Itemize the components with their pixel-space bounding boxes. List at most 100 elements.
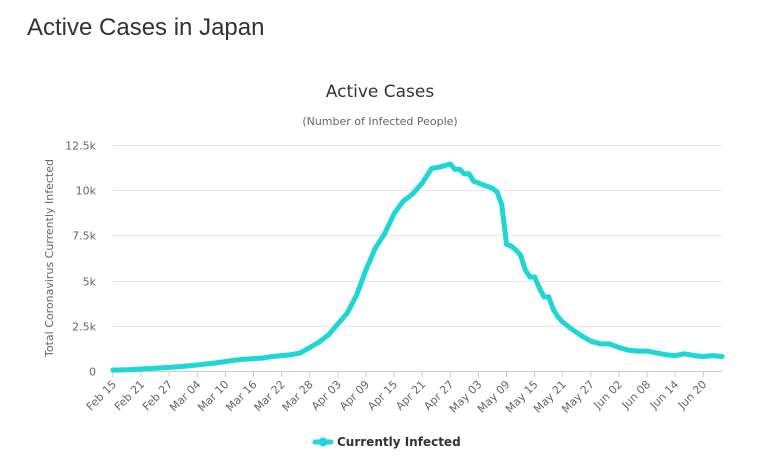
- data-point[interactable]: [232, 357, 238, 363]
- data-point[interactable]: [279, 353, 285, 359]
- data-point[interactable]: [527, 274, 533, 280]
- data-point[interactable]: [222, 359, 228, 365]
- data-point[interactable]: [719, 354, 725, 359]
- data-point[interactable]: [316, 339, 322, 345]
- data-point[interactable]: [466, 171, 472, 177]
- data-point[interactable]: [204, 361, 210, 367]
- data-point[interactable]: [691, 353, 697, 359]
- data-point[interactable]: [119, 367, 125, 373]
- data-point[interactable]: [560, 319, 566, 325]
- data-point[interactable]: [508, 243, 514, 249]
- data-point[interactable]: [148, 366, 153, 371]
- data-point[interactable]: [372, 245, 378, 251]
- y-tick-label: 12.5k: [65, 140, 96, 153]
- legend-label[interactable]: Currently Infected: [337, 435, 461, 449]
- data-point[interactable]: [700, 354, 706, 359]
- page-heading: Active Cases in Japan: [27, 14, 265, 41]
- x-tick-label: Jun 02: [591, 378, 625, 412]
- data-point[interactable]: [682, 351, 687, 357]
- data-point[interactable]: [672, 353, 678, 359]
- data-point[interactable]: [504, 241, 509, 247]
- data-point[interactable]: [213, 360, 219, 366]
- y-axis-ticks: 0 2.5k 5k 7.5k 10k 12.5k: [65, 140, 96, 379]
- data-point[interactable]: [616, 345, 622, 350]
- data-point[interactable]: [644, 348, 650, 354]
- data-point[interactable]: [110, 367, 116, 373]
- gridlines: [113, 145, 722, 372]
- chart-title: Active Cases: [326, 82, 435, 102]
- data-point[interactable]: [550, 307, 556, 312]
- data-point[interactable]: [597, 341, 603, 347]
- data-point[interactable]: [185, 363, 191, 369]
- data-point[interactable]: [480, 182, 486, 188]
- data-point[interactable]: [391, 211, 397, 217]
- data-point[interactable]: [176, 364, 182, 370]
- x-tick-label: Jun 08: [619, 378, 653, 412]
- legend-point-marker: [318, 437, 328, 447]
- data-point[interactable]: [419, 180, 425, 186]
- data-point[interactable]: [536, 285, 542, 291]
- data-point[interactable]: [344, 310, 350, 316]
- y-tick-label: 7.5k: [72, 230, 96, 243]
- data-point[interactable]: [251, 356, 256, 362]
- data-point[interactable]: [166, 364, 172, 370]
- data-point[interactable]: [710, 353, 716, 359]
- x-tick-label: Mar 28: [280, 378, 316, 414]
- data-point[interactable]: [138, 366, 144, 372]
- x-tick-label: Apr 15: [365, 378, 400, 413]
- data-point[interactable]: [447, 161, 453, 167]
- y-tick-label: 10k: [76, 185, 97, 198]
- data-point[interactable]: [452, 166, 458, 172]
- data-point[interactable]: [546, 294, 552, 300]
- data-point[interactable]: [269, 354, 275, 359]
- series-line-currently-infected[interactable]: [110, 161, 725, 373]
- x-tick-label: Apr 21: [393, 378, 428, 413]
- data-point[interactable]: [490, 185, 495, 191]
- data-point[interactable]: [522, 267, 528, 273]
- data-point[interactable]: [513, 247, 519, 253]
- data-point[interactable]: [157, 365, 163, 371]
- data-point[interactable]: [307, 345, 313, 350]
- data-point[interactable]: [625, 347, 631, 353]
- data-point[interactable]: [518, 252, 524, 258]
- data-point[interactable]: [288, 352, 294, 358]
- data-point[interactable]: [532, 274, 538, 280]
- data-point[interactable]: [297, 350, 303, 356]
- legend[interactable]: Currently Infected: [312, 435, 461, 449]
- y-tick-label: 0: [89, 366, 96, 379]
- data-point[interactable]: [541, 294, 547, 300]
- data-point[interactable]: [457, 166, 463, 172]
- x-tick-label: Apr 03: [309, 378, 344, 413]
- data-point[interactable]: [485, 184, 491, 190]
- data-point[interactable]: [438, 164, 444, 170]
- data-point[interactable]: [260, 355, 266, 361]
- data-point[interactable]: [663, 352, 669, 358]
- data-point[interactable]: [382, 231, 388, 237]
- data-point[interactable]: [588, 338, 594, 344]
- data-point[interactable]: [241, 356, 247, 362]
- data-point[interactable]: [400, 198, 406, 204]
- x-tick-label: Feb 15: [84, 378, 119, 413]
- data-point[interactable]: [555, 314, 561, 320]
- data-point[interactable]: [475, 180, 481, 186]
- data-point[interactable]: [499, 202, 505, 208]
- data-point[interactable]: [494, 189, 500, 195]
- data-point[interactable]: [129, 367, 135, 373]
- data-point[interactable]: [653, 350, 659, 356]
- data-point[interactable]: [635, 348, 641, 354]
- data-point[interactable]: [429, 166, 435, 171]
- data-point[interactable]: [579, 333, 584, 339]
- x-tick-label: Apr 09: [337, 378, 372, 413]
- data-point[interactable]: [569, 326, 575, 332]
- data-point[interactable]: [363, 267, 369, 273]
- x-tick-label: Jun 14: [647, 378, 681, 412]
- data-point[interactable]: [410, 191, 416, 197]
- data-point[interactable]: [326, 332, 331, 338]
- data-point[interactable]: [354, 292, 360, 298]
- data-point[interactable]: [471, 178, 477, 184]
- data-point[interactable]: [461, 171, 467, 177]
- data-point[interactable]: [194, 362, 200, 368]
- data-point[interactable]: [607, 341, 613, 347]
- data-point[interactable]: [335, 321, 341, 327]
